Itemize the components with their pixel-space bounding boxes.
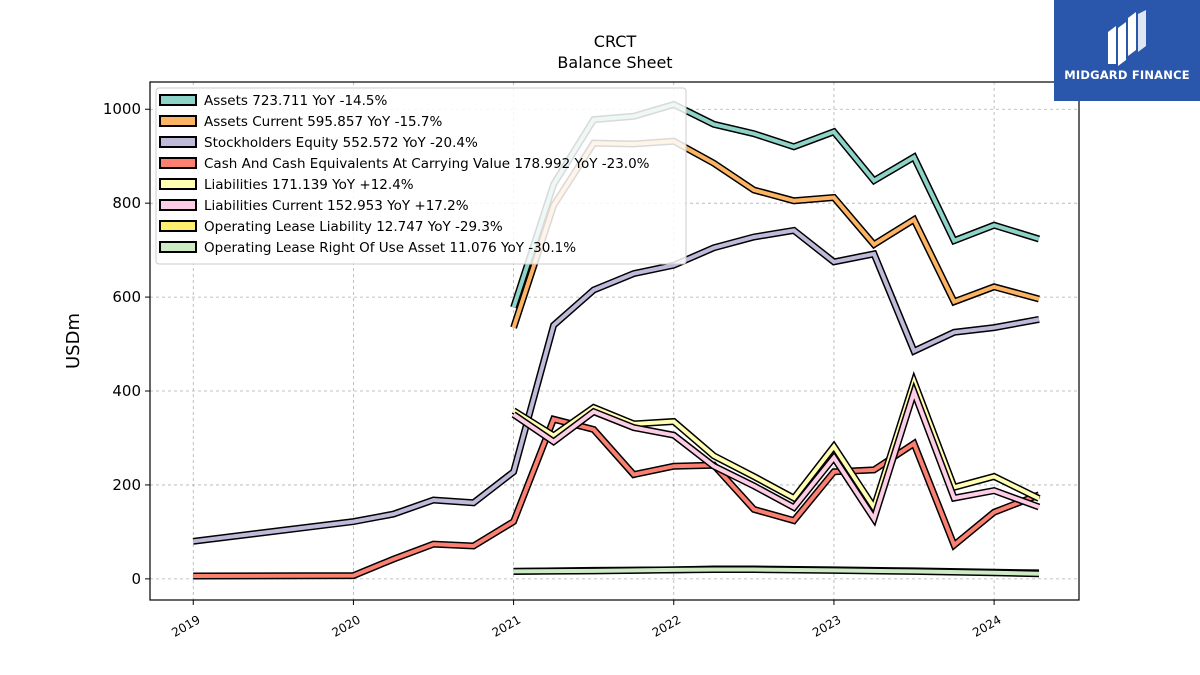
y-tick-label: 1000 [103, 100, 141, 118]
y-tick-label: 800 [112, 194, 141, 212]
series-3 [193, 415, 1041, 580]
x-tick-label: 2021 [490, 612, 523, 639]
chart-subtitle: Balance Sheet [557, 53, 672, 72]
brand-logo: MIDGARD FINANCE [1054, 0, 1200, 101]
series-4 [511, 370, 1041, 516]
chart-title: CRCT [594, 32, 637, 51]
legend-swatch [159, 94, 197, 106]
legend: Assets 723.711 YoY -14.5% Assets Current … [155, 87, 687, 265]
series-line [512, 385, 1040, 524]
x-tick-label: 2024 [970, 612, 1003, 639]
plot-frame [149, 81, 1080, 601]
legend-swatch [159, 241, 197, 253]
x-tick-label: 2019 [169, 612, 202, 639]
logo-text: MIDGARD FINANCE [1064, 68, 1190, 82]
legend-swatch [159, 136, 197, 148]
legend-label: Assets 723.711 YoY -14.5% [204, 93, 388, 109]
series-line [512, 375, 1040, 513]
y-tick-label: 600 [112, 288, 141, 306]
legend-swatch [159, 199, 197, 211]
legend-label: Liabilities 171.139 YoY +12.4% [204, 177, 414, 193]
legend-label: Liabilities Current 152.953 YoY +17.2% [204, 198, 469, 214]
legend-swatch [159, 178, 197, 190]
legend-label: Stockholders Equity 552.572 YoY -20.4% [204, 135, 478, 151]
x-tick-label: 2020 [329, 612, 362, 639]
y-axis-label: USDm [63, 313, 84, 369]
y-tick-label: 0 [131, 570, 141, 588]
series-line [193, 416, 1040, 578]
series-line [513, 567, 1040, 576]
legend-label: Cash And Cash Equivalents At Carrying Va… [204, 156, 650, 172]
legend-box [155, 87, 687, 265]
logo-mark-icon [1108, 10, 1146, 66]
series-7 [513, 566, 1040, 578]
series-line [192, 228, 1040, 544]
x-tick-label: 2023 [810, 612, 843, 639]
legend-label: Operating Lease Liability 12.747 YoY -29… [204, 219, 503, 235]
legend-swatch [159, 220, 197, 232]
y-tick-label: 400 [112, 382, 141, 400]
legend-swatch [159, 157, 197, 169]
series-5 [511, 381, 1041, 527]
legend-label: Operating Lease Right Of Use Asset 11.07… [204, 240, 576, 256]
y-tick-label: 200 [112, 476, 141, 494]
series-2 [192, 226, 1040, 545]
legend-label: Assets Current 595.857 YoY -15.7% [204, 114, 443, 130]
legend-swatch [159, 115, 197, 127]
x-tick-label: 2022 [650, 612, 683, 639]
